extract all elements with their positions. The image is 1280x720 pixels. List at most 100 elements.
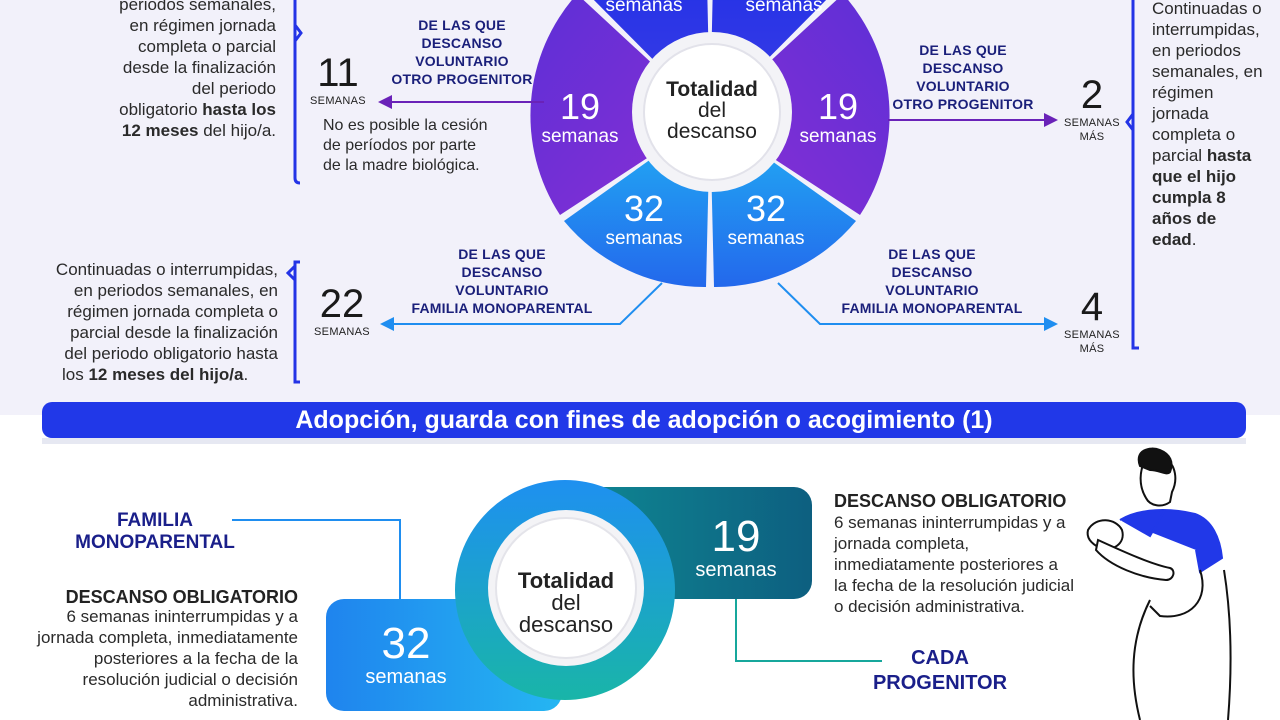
label-line: DE LAS QUE [919, 42, 1007, 58]
text-line: en régimen jornada [129, 16, 276, 35]
text-line: jornada [1152, 104, 1209, 123]
label-line: DESCANSO [461, 264, 543, 280]
arrow-mono-right [777, 282, 1045, 325]
left-top-text: periodos semanales, en régimen jornada c… [80, 0, 276, 141]
text-line: régimen jornada completa o [67, 302, 278, 321]
text-line: parcial hasta [1152, 145, 1278, 166]
right-descanso-text: 6 semanas ininterrumpidas y a jornada co… [834, 512, 1104, 617]
box-32-label: 32 semanas [350, 619, 462, 689]
text-line: edad. [1152, 229, 1278, 250]
text-bold: años de [1152, 209, 1217, 228]
right-bottom-number: 32 [745, 188, 787, 229]
left-bottom-number: 32 [623, 188, 665, 229]
text-line: régimen [1152, 83, 1214, 102]
text-bold: 12 meses del hijo/a [88, 365, 244, 384]
unit-mas: MÁS [1079, 343, 1105, 355]
unit-semanas: SEMANAS [310, 95, 366, 107]
right-4-weeks: 4 SEMANAS MÁS [1062, 286, 1122, 356]
label-line: VOLUNTARIO [415, 53, 509, 69]
center-label-line2: del [697, 99, 727, 122]
center-label-line3: descanso [667, 120, 757, 143]
left-mid-number: 19 [559, 86, 601, 127]
top-diagram [285, 0, 1139, 384]
bracket-right [1131, 0, 1139, 350]
unit-semanas: SEMANAS [314, 326, 370, 338]
center-label-line3: descanso [518, 612, 614, 637]
label-line: PROGENITOR [872, 672, 1008, 694]
number-32: 32 [381, 619, 431, 668]
top-right-segment-unit: semanas [745, 0, 823, 16]
number-4: 4 [1080, 285, 1104, 329]
right-descanso-heading: DESCANSO OBLIGATORIO [834, 491, 1067, 511]
label-otro-progenitor-left: DE LAS QUE DESCANSO VOLUNTARIO OTRO PROG… [388, 16, 536, 88]
unit-semanas: semanas [365, 666, 447, 688]
unit-semanas: SEMANAS [1064, 117, 1120, 129]
center-label-line2: del [551, 590, 581, 615]
right-bottom-unit: semanas [727, 228, 805, 249]
text-line: interrumpidas, [1152, 20, 1260, 39]
right-text: Continuadas o interrumpidas, en periodos… [1152, 0, 1278, 250]
center-label-line1: Totalidad [517, 568, 615, 593]
label-line: FAMILIA MONOPARENTAL [841, 300, 1023, 316]
label-line: OTRO PROGENITOR [391, 71, 533, 87]
text-line: completa o parcial [138, 37, 276, 56]
text-line: desde la finalización [122, 58, 276, 77]
banner-shadow [42, 438, 1246, 444]
text-line: de la madre biológica. [323, 157, 480, 174]
text-bold: cumpla 8 [1152, 188, 1226, 207]
text-span: los [62, 365, 89, 384]
right-mid-unit: semanas [799, 126, 877, 147]
unit-semanas: SEMANAS [1064, 329, 1120, 341]
label-otro-progenitor-right: DE LAS QUE DESCANSO VOLUNTARIO OTRO PROG… [888, 41, 1038, 113]
text-line: que el hijo [1152, 166, 1278, 187]
text-line: los 12 meses del hijo/a. [40, 364, 278, 385]
top-center-label: Totalidad del descanso [652, 79, 772, 142]
text-span: del hijo/a. [198, 121, 276, 140]
label-familia-monoparental-left: DE LAS QUE DESCANSO VOLUNTARIO FAMILIA M… [400, 245, 604, 317]
text-line: periodos semanales, [119, 0, 276, 14]
label-line: VOLUNTARIO [455, 282, 549, 298]
left-bottom-text: Continuadas o interrumpidas, en periodos… [40, 259, 278, 385]
label-line: OTRO PROGENITOR [892, 96, 1034, 112]
text-line: 6 semanas ininterrumpidas y a [834, 513, 1066, 532]
bracket-left-top [293, 0, 301, 185]
text-line: Continuadas o [1152, 0, 1262, 18]
label-line: DE LAS QUE [418, 17, 506, 33]
text-span: parcial [1152, 146, 1207, 165]
left-bottom-unit: semanas [605, 228, 683, 249]
left-descanso-text: 6 semanas ininterrumpidas y a jornada co… [20, 606, 298, 711]
text-line: administrativa. [188, 691, 298, 710]
label-line: MONOPARENTAL [75, 532, 235, 553]
left-22-weeks: 22 SEMANAS [312, 283, 372, 339]
arrow-mono-left [392, 282, 663, 325]
text-line: inmediatamente posteriores a [834, 555, 1058, 574]
bottom-center-label: Totalidad del descanso [496, 570, 636, 636]
text-line: No es posible la cesión [323, 117, 488, 134]
text-bold: que el hijo [1152, 167, 1237, 186]
text-bold: hasta [1206, 146, 1252, 165]
familia-monoparental-label: FAMILIA MONOPARENTAL [60, 510, 250, 554]
text-line: años de [1152, 208, 1278, 229]
left-mid-unit: semanas [541, 126, 619, 147]
segment-right-mid [710, 0, 890, 215]
text-line: Continuadas o interrumpidas, [55, 260, 278, 279]
label-line: DE LAS QUE [888, 246, 976, 262]
unit-semanas: semanas [695, 559, 777, 581]
segment-left-mid [530, 0, 710, 215]
bottom-diagram [232, 447, 1232, 720]
text-line: completa o [1152, 125, 1236, 144]
text-line: jornada completa, inmediatamente [37, 628, 298, 647]
connector-cada-progenitor [735, 598, 882, 662]
text-line: en periodos [1152, 41, 1241, 60]
right-mid-number: 19 [817, 86, 859, 127]
text-line: semanales, en [1152, 62, 1263, 81]
top-left-segment-unit: semanas [605, 0, 683, 16]
text-line: jornada completa, [834, 534, 970, 553]
text-line: de períodos por parte [323, 137, 476, 154]
section-banner: Adopción, guarda con fines de adopción o… [42, 402, 1246, 438]
text-bold: edad [1152, 230, 1192, 249]
label-line: DE LAS QUE [458, 246, 546, 262]
left-bottom-value: 32 semanas [594, 190, 694, 250]
note-cesion: No es posible la cesión de períodos por … [323, 116, 523, 176]
cada-progenitor-label: CADA PROGENITOR [860, 646, 1020, 696]
